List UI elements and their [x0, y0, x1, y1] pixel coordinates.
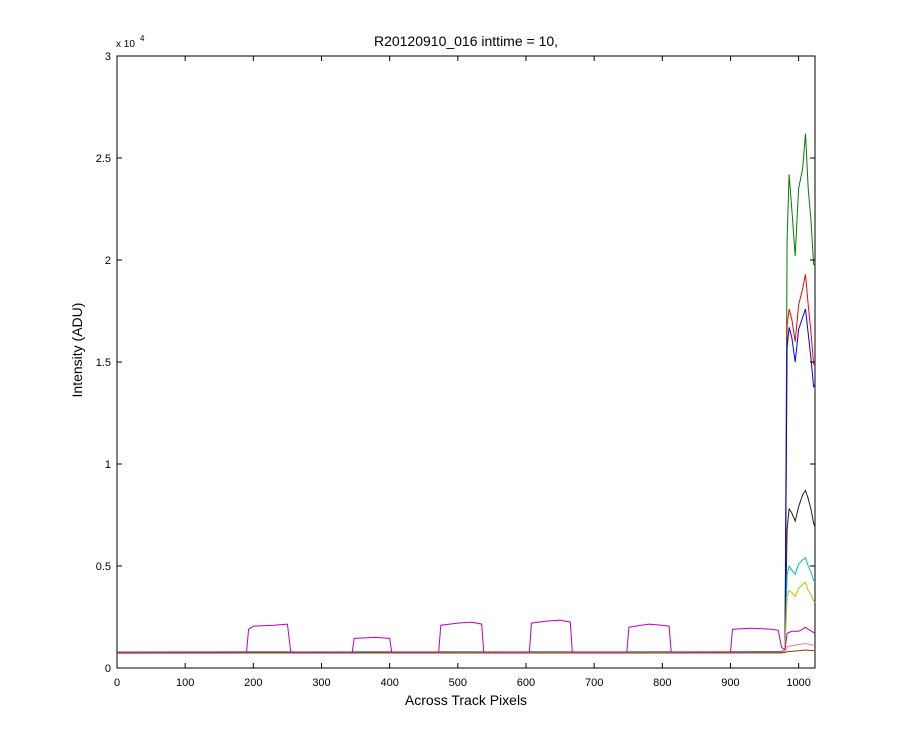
y-exponent-label: x 10: [116, 39, 135, 50]
chart-title: R20120910_016 inttime = 10,: [374, 33, 558, 49]
y-tick-label-3: 1.5: [96, 357, 111, 369]
y-tick-label-1: 0.5: [96, 561, 111, 573]
plot-frame: [116, 55, 816, 669]
x-tick-label-5: 500: [449, 677, 467, 689]
x-tick-label-0: 0: [114, 677, 120, 689]
y-axis-label: Intensity (ADU): [69, 303, 85, 398]
series-line-3: [116, 308, 816, 653]
x-tick-label-9: 900: [721, 677, 739, 689]
x-tick-label-6: 600: [517, 677, 535, 689]
series-line-9: [116, 649, 816, 654]
x-tick-label-3: 300: [312, 677, 330, 689]
x-axis-label: Across Track Pixels: [405, 692, 527, 708]
y-exponent-power: 4: [140, 34, 145, 43]
series-line-6: [116, 581, 816, 654]
y-tick-label-4: 2: [105, 255, 111, 267]
y-tick-label-2: 1: [105, 459, 111, 471]
x-tick-label-1: 100: [176, 677, 194, 689]
x-tick-label-10: 1000: [786, 677, 810, 689]
x-tick-label-4: 400: [380, 677, 398, 689]
axis-layer: 0 100 200 300 400 500 600 700 800 900 1000 0 0.5 1 1.5…: [96, 51, 815, 689]
x-tick-label-2: 200: [244, 677, 262, 689]
y-tick-label-6: 3: [105, 51, 111, 63]
series-line-7: [117, 619, 816, 653]
y-tick-label-5: 2.5: [96, 153, 111, 165]
x-tick-label-8: 800: [653, 677, 671, 689]
x-tick-label-7: 700: [585, 677, 603, 689]
series-layer: [116, 133, 816, 654]
y-tick-label-0: 0: [105, 663, 111, 675]
